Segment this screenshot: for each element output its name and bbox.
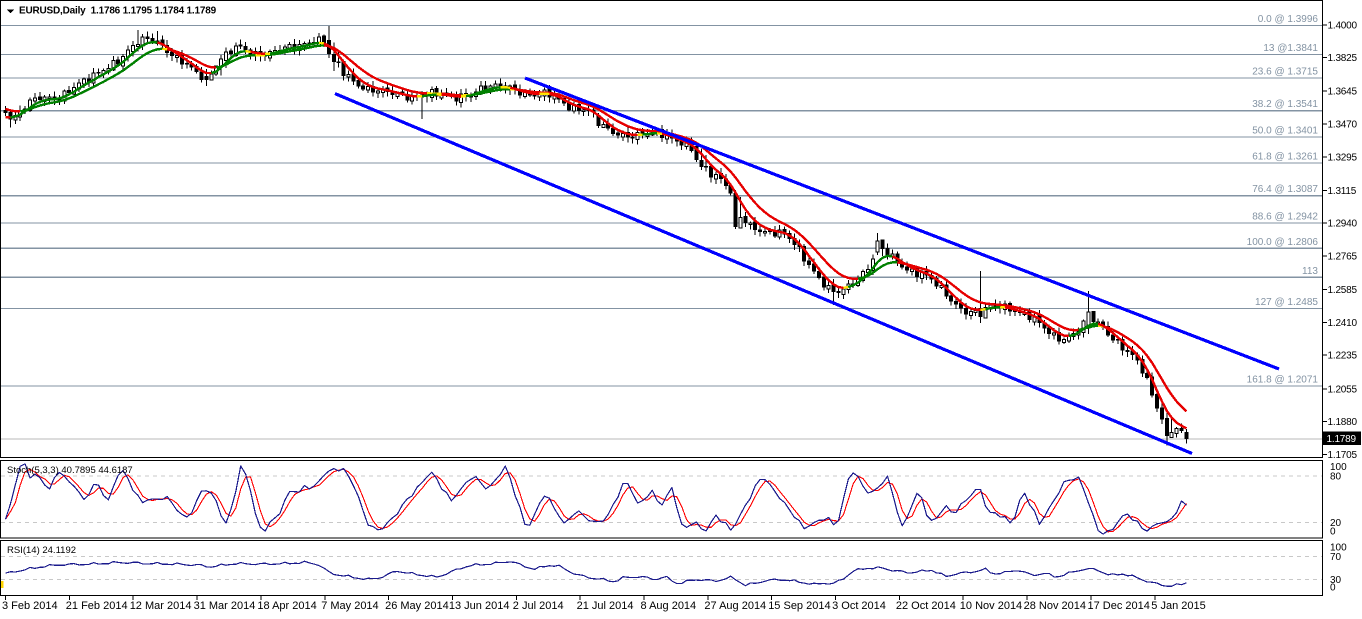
- svg-text:18 Apr 2014: 18 Apr 2014: [257, 600, 316, 612]
- svg-text:1.1789: 1.1789: [1327, 434, 1357, 445]
- svg-text:3 Feb 2014: 3 Feb 2014: [2, 600, 58, 612]
- svg-text:23.6 @ 1.3715: 23.6 @ 1.3715: [1252, 67, 1318, 78]
- svg-text:3 Oct 2014: 3 Oct 2014: [832, 600, 886, 612]
- svg-text:1.3470: 1.3470: [1328, 120, 1358, 131]
- svg-text:1.3115: 1.3115: [1328, 186, 1357, 197]
- svg-text:1.2410: 1.2410: [1328, 318, 1358, 329]
- svg-text:2 Jul 2014: 2 Jul 2014: [513, 600, 564, 612]
- svg-text:1.2940: 1.2940: [1328, 219, 1358, 230]
- svg-text:22 Oct 2014: 22 Oct 2014: [896, 600, 956, 612]
- svg-text:76.4 @ 1.3087: 76.4 @ 1.3087: [1252, 184, 1318, 195]
- svg-text:0: 0: [1330, 527, 1336, 538]
- svg-text:100: 100: [1330, 543, 1347, 554]
- svg-text:1.2765: 1.2765: [1328, 252, 1358, 263]
- svg-text:7 May 2014: 7 May 2014: [321, 600, 378, 612]
- svg-text:27 Aug 2014: 27 Aug 2014: [704, 600, 766, 612]
- svg-text:5 Jan 2015: 5 Jan 2015: [1151, 600, 1205, 612]
- svg-text:1.2055: 1.2055: [1328, 384, 1358, 395]
- svg-text:88.6 @ 1.2942: 88.6 @ 1.2942: [1252, 211, 1318, 222]
- svg-text:12 Mar 2014: 12 Mar 2014: [130, 600, 192, 612]
- svg-text:100: 100: [1330, 462, 1347, 473]
- svg-text:61.8 @ 1.3261: 61.8 @ 1.3261: [1252, 152, 1318, 163]
- svg-text:30: 30: [1330, 575, 1342, 586]
- svg-text:21 Jul 2014: 21 Jul 2014: [577, 600, 634, 612]
- svg-text:161.8 @ 1.2071: 161.8 @ 1.2071: [1247, 375, 1319, 386]
- svg-text:28 Nov 2014: 28 Nov 2014: [1024, 600, 1086, 612]
- svg-text:80: 80: [1330, 472, 1342, 483]
- svg-text:10 Nov 2014: 10 Nov 2014: [960, 600, 1022, 612]
- svg-text:13 Jun 2014: 13 Jun 2014: [449, 600, 510, 612]
- svg-text:38.2 @ 1.3541: 38.2 @ 1.3541: [1252, 99, 1318, 110]
- svg-text:0.0 @ 1.3996: 0.0 @ 1.3996: [1258, 14, 1319, 25]
- svg-text:1.1880: 1.1880: [1328, 417, 1358, 428]
- svg-text:100.0 @ 1.2806: 100.0 @ 1.2806: [1247, 237, 1319, 248]
- svg-text:1.3825: 1.3825: [1328, 53, 1358, 64]
- svg-text:1.3295: 1.3295: [1328, 152, 1358, 163]
- svg-text:1.3645: 1.3645: [1328, 87, 1358, 98]
- svg-text:1.2585: 1.2585: [1328, 285, 1358, 296]
- svg-text:Stoch(5,3,3) 40.7895 44.6187: Stoch(5,3,3) 40.7895 44.6187: [7, 465, 133, 476]
- svg-text:21 Feb 2014: 21 Feb 2014: [66, 600, 128, 612]
- svg-text:113: 113: [1302, 266, 1318, 277]
- svg-text:17 Dec 2014: 17 Dec 2014: [1088, 600, 1150, 612]
- svg-text:0: 0: [1330, 583, 1336, 594]
- svg-text:1.1705: 1.1705: [1328, 450, 1358, 461]
- svg-text:1.2235: 1.2235: [1328, 351, 1358, 362]
- svg-text:1.4000: 1.4000: [1328, 20, 1358, 31]
- svg-text:20: 20: [1330, 518, 1342, 529]
- svg-text:31 Mar 2014: 31 Mar 2014: [194, 600, 256, 612]
- svg-text:26 May 2014: 26 May 2014: [385, 600, 449, 612]
- svg-text:50.0 @ 1.3401: 50.0 @ 1.3401: [1252, 125, 1318, 136]
- svg-text:EURUSD,Daily 1.1786 1.1795 1.: EURUSD,Daily 1.1786 1.1795 1.1784 1.1789: [19, 6, 217, 17]
- svg-text:70: 70: [1330, 552, 1342, 563]
- svg-text:15 Sep 2014: 15 Sep 2014: [768, 600, 830, 612]
- svg-text:RSI(14) 24.1192: RSI(14) 24.1192: [7, 545, 76, 556]
- svg-text:13 @1.3841: 13 @1.3841: [1263, 43, 1318, 54]
- svg-text:127 @ 1.2485: 127 @ 1.2485: [1255, 297, 1318, 308]
- svg-text:8 Aug 2014: 8 Aug 2014: [641, 600, 697, 612]
